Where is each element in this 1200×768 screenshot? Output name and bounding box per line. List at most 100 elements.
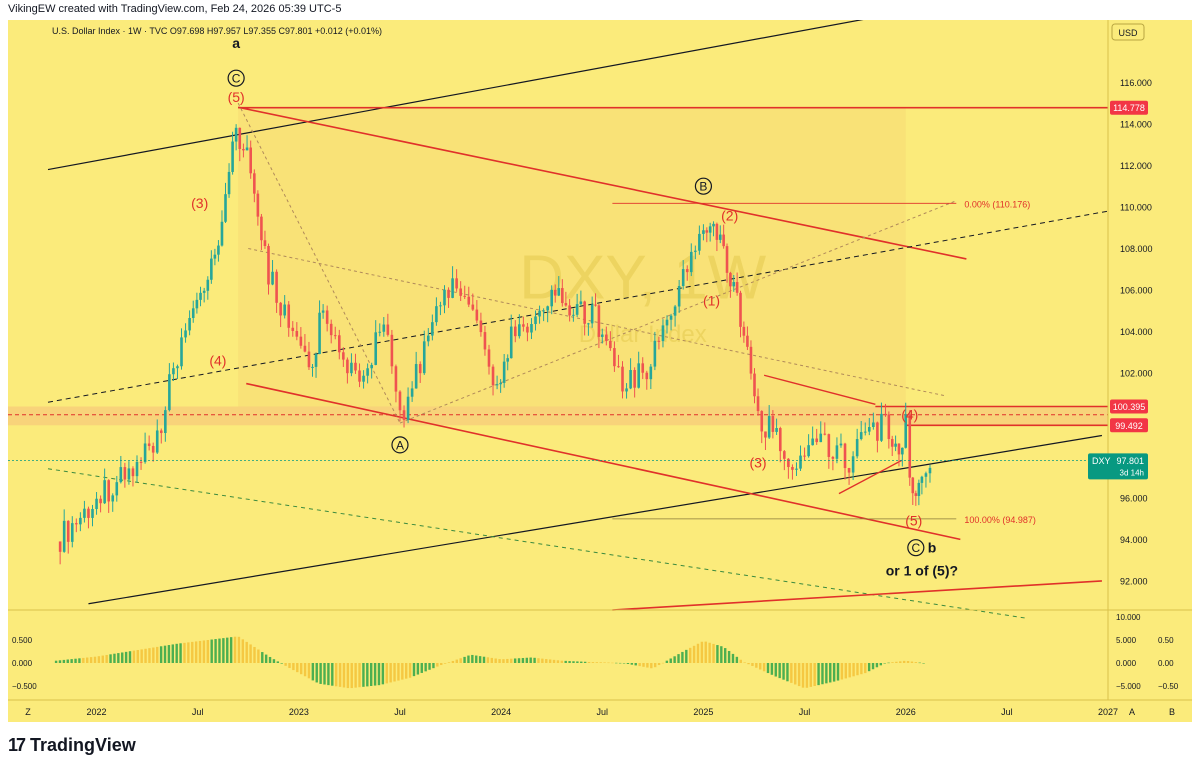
oscillator-bar <box>420 663 423 673</box>
watermark-symbol: DXY, 1W <box>519 243 766 312</box>
candle-body <box>803 455 806 457</box>
oscillator-bar <box>66 659 69 663</box>
candle-body <box>311 366 314 368</box>
candle-body <box>914 493 918 496</box>
oscillator-bar <box>245 641 248 663</box>
oscillator-bar <box>692 645 696 663</box>
candle-body <box>749 346 753 374</box>
candle-body <box>451 278 454 298</box>
fib-label: 0.00% (110.176) <box>964 199 1030 209</box>
price-tick-label: 92.000 <box>1120 576 1148 586</box>
oscillator-bar <box>171 644 174 663</box>
candle-body <box>366 368 369 376</box>
oscillator-bar <box>319 663 322 684</box>
candle-body <box>256 193 260 217</box>
oscillator-bar <box>513 658 517 663</box>
candle-body <box>712 223 715 227</box>
candle-body <box>787 458 790 468</box>
candle-body <box>729 272 732 287</box>
oscillator-bar <box>766 663 770 674</box>
candle-body <box>645 372 649 380</box>
oscillator-bar <box>280 663 283 664</box>
price-tick-label: 110.000 <box>1120 202 1152 212</box>
oscillator-bar <box>144 648 147 663</box>
candle-body <box>509 326 513 359</box>
price-tick-label: 104.000 <box>1120 327 1153 337</box>
oscillator-bar <box>708 642 711 663</box>
oscillator-bar <box>140 649 143 663</box>
candle-body <box>735 282 739 293</box>
candle-body <box>271 271 274 285</box>
oscillator-bar <box>864 663 867 674</box>
candle-body <box>835 445 839 459</box>
oscillator-bar <box>603 662 606 663</box>
oscillator-bar <box>315 663 318 683</box>
candle-body <box>115 482 119 496</box>
time-tick-label: Jul <box>799 707 811 717</box>
oscillator-bar <box>735 656 739 663</box>
candle-body <box>530 324 533 333</box>
long-term-support-line <box>612 580 1102 611</box>
last-price-countdown: 3d 14h <box>1120 468 1144 477</box>
fib-diagonal-3 <box>248 248 947 397</box>
oscillator-bar <box>148 648 151 663</box>
oscillator-bar <box>525 657 529 663</box>
candle-body <box>346 359 349 374</box>
candle-body <box>139 461 143 463</box>
channel-line-black-top <box>47 20 864 171</box>
candle-body <box>195 299 199 309</box>
candle-body <box>159 430 163 434</box>
oscillator-bar <box>424 663 427 672</box>
candle-body <box>70 523 74 542</box>
candle-body <box>665 319 669 326</box>
oscillator-bar <box>257 649 260 663</box>
oscillator-bar <box>910 661 914 663</box>
oscillator-far-tick: 0.00 <box>1158 659 1174 668</box>
time-axis-panel <box>8 700 1192 722</box>
oscillator-bar <box>591 662 595 663</box>
oscillator-left-tick: −0.500 <box>12 682 37 691</box>
oscillator-bar <box>408 663 412 678</box>
oscillator-bar <box>331 663 334 686</box>
oscillator-bar <box>334 663 338 687</box>
wave-label-circle <box>907 539 925 557</box>
oscillator-bar <box>774 663 777 677</box>
oscillator-bar <box>891 662 894 663</box>
oscillator-bar <box>879 663 883 666</box>
oscillator-bar <box>583 661 587 663</box>
oscillator-bar <box>696 643 700 663</box>
triangle-top-line <box>763 374 876 406</box>
candle-body <box>299 336 303 346</box>
oscillator-bar <box>755 663 758 668</box>
oscillator-bar <box>86 657 89 663</box>
candle-body <box>483 332 487 350</box>
oscillator-bar <box>899 661 902 663</box>
oscillator-bar <box>362 663 365 687</box>
chart-panel[interactable]: DXY, 1W Dollar Index a C (5) (3) (4) A B (2) (1) (3… <box>8 20 1192 722</box>
time-tick-label: 2026 <box>896 707 916 717</box>
channel-line-black-bottom <box>88 434 1103 605</box>
oscillator-bar <box>202 640 206 663</box>
candle-body <box>184 330 187 338</box>
candle-body <box>526 326 529 333</box>
candle-body <box>760 411 764 432</box>
candle-body <box>287 304 291 328</box>
oscillator-bar <box>548 659 552 663</box>
oscillator-bar <box>821 663 824 685</box>
oscillator-bar <box>560 660 564 663</box>
price-tag <box>1110 100 1148 115</box>
oscillator-bar <box>179 643 182 663</box>
oscillator-bar <box>836 663 840 681</box>
candle-body <box>657 340 661 342</box>
oscillator-bar <box>366 663 369 687</box>
candle-body <box>242 148 245 151</box>
oscillator-bar <box>580 661 583 663</box>
oscillator-bar <box>595 662 599 663</box>
time-tick-label: Jul <box>192 707 204 717</box>
oscillator-bar <box>478 656 482 663</box>
candle-body <box>231 141 234 172</box>
candle-body <box>587 323 590 325</box>
oscillator-bar <box>436 663 439 667</box>
oscillator-bar <box>253 646 256 663</box>
